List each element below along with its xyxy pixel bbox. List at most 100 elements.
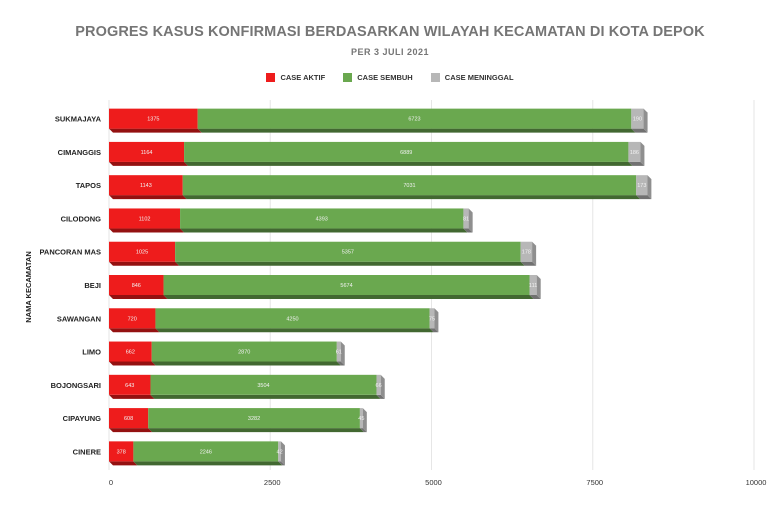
bar-segment-case-sembuh <box>180 208 464 229</box>
data-label-case-aktif: 378 <box>117 449 126 455</box>
bar-segment-case-aktif <box>109 208 181 229</box>
bar-3d-bottom-case-aktif <box>109 394 155 399</box>
legend-label-case-sembuh: CASE SEMBUH <box>357 73 413 82</box>
legend-item-case-meninggal[interactable]: CASE MENINGGAL <box>430 73 514 82</box>
data-label-case-sembuh: 2246 <box>200 449 212 455</box>
bar-3d-bottom-case-sembuh <box>133 461 283 466</box>
data-label-case-meninggal: 81 <box>463 216 469 222</box>
bar-3d-side <box>434 308 439 333</box>
legend-swatch-case-sembuh <box>343 73 353 82</box>
legend-item-case-aktif[interactable]: CASE AKTIF <box>266 73 325 82</box>
data-label-case-sembuh: 7031 <box>403 183 415 189</box>
category-label: PANCORAN MAS <box>39 248 101 257</box>
bar-segment-case-aktif <box>109 108 198 129</box>
data-label-case-sembuh: 4393 <box>316 216 328 222</box>
bar-3d-side <box>532 241 537 266</box>
data-label-case-meninggal: 178 <box>522 250 531 256</box>
bar-segment-case-meninggal <box>628 141 641 162</box>
bar-segment-case-aktif <box>109 341 152 362</box>
bar-3d-bottom-case-sembuh <box>184 161 633 166</box>
bar-3d-bottom-case-sembuh <box>163 295 534 299</box>
category-label: CILODONG <box>61 214 102 223</box>
x-tick-label: 0 <box>109 478 113 487</box>
bar-3d-bottom-case-aktif <box>109 461 138 466</box>
bar-3d-bottom-case-aktif <box>109 228 185 233</box>
bar-segment-case-aktif <box>109 441 134 462</box>
bar-segment-case-meninggal <box>429 308 435 329</box>
bar-segment-case-sembuh <box>184 141 629 162</box>
bar-3d-bottom-case-sembuh <box>151 361 341 366</box>
x-tick-label: 5000 <box>425 478 442 487</box>
category-label: CINERE <box>73 447 101 456</box>
category-label: SAWANGAN <box>57 314 101 323</box>
bar-segment-case-meninggal <box>636 175 648 196</box>
bar-3d-bottom-case-sembuh <box>182 195 641 200</box>
category-label: LIMO <box>82 348 101 357</box>
data-label-case-meninggal: 186 <box>630 150 639 156</box>
bar-3d-bottom-case-sembuh <box>180 228 468 233</box>
bar-segment-case-sembuh <box>148 408 360 429</box>
bar-3d-bottom-case-meninggal <box>631 128 648 133</box>
bar-3d-side <box>340 341 345 366</box>
bar-segment-case-meninggal <box>359 408 363 429</box>
bar-3d-bottom-case-sembuh <box>148 428 364 433</box>
x-tick-label: 10000 <box>746 478 767 487</box>
bar-segment-case-sembuh <box>150 374 377 395</box>
bar-3d-bottom-case-aktif <box>109 428 153 433</box>
bar-3d-bottom-case-meninggal <box>529 295 541 299</box>
data-label-case-meninggal: 173 <box>637 183 646 189</box>
data-label-case-sembuh: 6889 <box>400 150 412 156</box>
bar-segment-case-sembuh <box>163 275 530 295</box>
bar-segment-case-aktif <box>109 175 183 196</box>
bar-3d-bottom-case-sembuh <box>197 128 636 133</box>
data-label-case-aktif: 1143 <box>140 183 152 189</box>
bar-3d-bottom-case-meninggal <box>520 261 537 266</box>
data-label-case-aktif: 1164 <box>141 150 153 156</box>
bar-3d-bottom-case-meninggal <box>628 161 645 166</box>
data-label-case-meninggal: 61 <box>336 350 342 356</box>
bar-segment-case-sembuh <box>155 308 430 329</box>
legend-label-case-meninggal: CASE MENINGGAL <box>444 73 514 82</box>
bar-segment-case-sembuh <box>197 108 632 129</box>
category-label: TAPOS <box>76 181 101 190</box>
legend-label-case-aktif: CASE AKTIF <box>280 73 326 82</box>
bar-3d-bottom-case-sembuh <box>175 261 525 266</box>
x-tick-label: 2500 <box>264 478 281 487</box>
data-label-case-aktif: 720 <box>128 316 137 322</box>
bar-segment-case-sembuh <box>133 441 279 462</box>
bar-3d-bottom-case-meninggal <box>376 394 385 399</box>
data-label-case-sembuh: 5674 <box>340 283 352 289</box>
bar-segment-case-meninggal <box>529 275 537 295</box>
bar-3d-bottom-case-meninggal <box>359 428 367 433</box>
bar-3d-bottom-case-meninggal <box>429 328 439 333</box>
bar-3d-bottom-case-aktif <box>109 195 187 200</box>
bar-3d-bottom-case-aktif <box>109 295 168 299</box>
bar-3d-bottom-case-aktif <box>109 128 202 133</box>
bar-3d-side <box>380 374 385 399</box>
data-label-case-aktif: 1102 <box>139 216 151 222</box>
data-label-case-aktif: 608 <box>124 416 133 422</box>
data-label-case-sembuh: 3504 <box>257 383 269 389</box>
bar-3d-bottom-case-meninggal <box>636 195 652 200</box>
chart-title: PROGRES KASUS KONFIRMASI BERDASARKAN WIL… <box>75 24 705 40</box>
bar-segment-case-aktif <box>109 374 151 395</box>
data-label-case-meninggal: 75 <box>429 316 435 322</box>
data-label-case-aktif: 1025 <box>136 250 148 256</box>
legend-item-case-sembuh[interactable]: CASE SEMBUH <box>343 73 413 82</box>
bar-segment-case-sembuh <box>175 241 521 262</box>
data-label-case-sembuh: 5357 <box>342 250 354 256</box>
data-label-case-sembuh: 6723 <box>408 117 420 123</box>
data-label-case-meninggal: 111 <box>529 283 537 289</box>
bar-segment-case-aktif <box>109 408 149 429</box>
bar-segment-case-meninggal <box>631 108 644 129</box>
chart-subtitle: PER 3 JULI 2021 <box>350 47 430 57</box>
bar-3d-bottom-case-aktif <box>109 161 189 166</box>
legend-swatch-case-meninggal <box>430 73 440 82</box>
bar-3d-side <box>536 275 541 299</box>
category-label: CIPAYUNG <box>63 414 102 423</box>
bar-segment-case-aktif <box>109 241 176 262</box>
bar-3d-side <box>640 141 645 166</box>
bar-segment-case-meninggal <box>463 208 469 229</box>
bar-3d-bottom-case-meninggal <box>278 461 285 466</box>
